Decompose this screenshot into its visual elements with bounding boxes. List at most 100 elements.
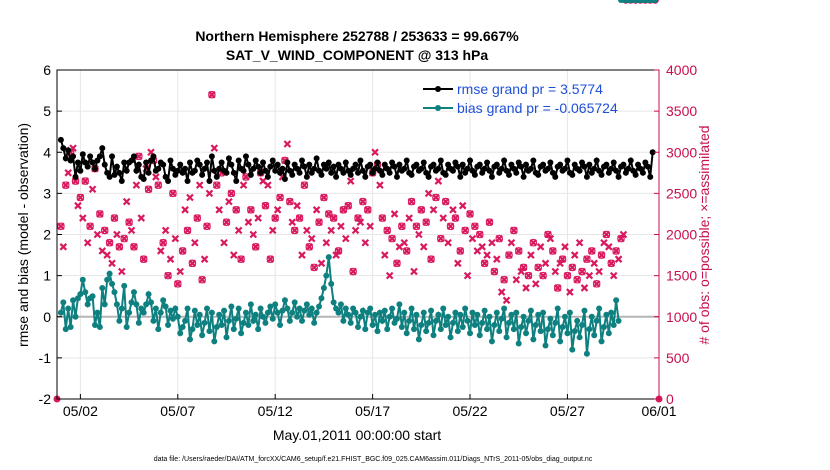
obs-assimilated-point	[466, 210, 474, 218]
obs-assimilated-point	[125, 218, 133, 226]
bias-point	[316, 303, 323, 310]
obs-assimilated-point	[244, 218, 253, 226]
obs-assimilated-point	[536, 243, 545, 251]
bias-point	[593, 317, 600, 324]
obs-possible-point	[529, 238, 538, 247]
bias-point	[432, 317, 439, 324]
bias-point	[204, 305, 211, 312]
obs-possible-point	[495, 234, 504, 243]
obs-assimilated-point	[74, 201, 82, 210]
bias-point	[564, 330, 571, 337]
obs-assimilated-point	[388, 234, 396, 243]
bias-point	[518, 324, 525, 331]
obs-assimilated-point	[417, 206, 426, 214]
obs-assimilated-point	[251, 243, 260, 251]
bias-point	[311, 319, 318, 326]
obs-assimilated-point	[359, 197, 367, 206]
bias-point	[208, 309, 215, 316]
chart-subtitle: SAT_V_WIND_COMPONENT @ 313 hPa	[226, 47, 489, 63]
obs-possible-point	[388, 234, 396, 243]
obs-assimilated-point	[371, 148, 379, 157]
obs-assimilated-point	[305, 243, 314, 251]
rmse-point	[328, 169, 335, 176]
obs-assimilated-point	[510, 226, 518, 235]
obs-possible-point	[295, 214, 304, 222]
obs-possible-point	[427, 255, 435, 263]
rmse-point	[260, 159, 267, 166]
bias-point	[228, 303, 235, 310]
obs-assimilated-point	[456, 247, 465, 255]
obs-possible-point	[446, 222, 455, 231]
rmse-point	[206, 178, 213, 185]
bias-point	[454, 328, 461, 335]
bias-point	[576, 334, 583, 341]
rmse-point	[540, 161, 547, 168]
bias-point	[267, 303, 274, 310]
rmse-point	[255, 163, 262, 170]
obs-assimilated-point	[86, 222, 94, 231]
bias-point	[169, 315, 176, 322]
bias-point	[318, 295, 325, 302]
bias-point	[345, 311, 352, 318]
obs-assimilated-point	[607, 259, 616, 268]
obs-possible-point	[130, 243, 138, 251]
bias-point	[389, 305, 396, 312]
obs-assimilated-point	[410, 267, 418, 276]
obs-assimilated-point	[322, 238, 331, 247]
rmse-point	[591, 165, 598, 172]
rmse-point	[362, 173, 369, 180]
rmse-point	[437, 157, 444, 164]
bias-point	[369, 321, 376, 328]
obs-assimilated-point	[539, 271, 547, 280]
rmse-point	[632, 171, 639, 178]
bias-point	[425, 319, 432, 326]
obs-possible-point	[188, 259, 197, 268]
obs-assimilated-point	[351, 226, 360, 235]
bias-point	[274, 309, 281, 316]
rmse-point	[425, 173, 432, 180]
obs-possible-point	[500, 275, 508, 284]
obs-assimilated-point	[178, 247, 187, 255]
bias-point	[552, 319, 559, 326]
bias-point	[143, 301, 150, 308]
rmse-point	[527, 165, 534, 172]
rmse-point	[218, 159, 225, 166]
obs-assimilated-point	[432, 193, 440, 202]
obs-assimilated-point	[354, 214, 362, 222]
obs-possible-point	[631, 0, 640, 4]
rmse-point	[135, 161, 142, 168]
rmse-point	[281, 175, 288, 182]
rmse-point	[262, 167, 269, 174]
rmse-point	[523, 161, 530, 168]
bias-point	[493, 309, 500, 316]
obs-assimilated-point	[300, 181, 309, 189]
bias-point	[603, 311, 610, 318]
obs-assimilated-point	[195, 181, 204, 189]
bias-point	[428, 307, 435, 314]
bias-point	[60, 299, 67, 306]
obs-assimilated-point	[307, 234, 316, 243]
rmse-point	[145, 169, 152, 176]
rmse-point	[250, 165, 257, 172]
obs-assimilated-point	[378, 214, 387, 222]
obs-assimilated-point	[444, 238, 452, 247]
bias-point	[145, 291, 152, 298]
bias-point	[82, 289, 89, 296]
obs-assimilated-point	[159, 238, 167, 247]
legend-rmse-label: rmse grand pr = 3.5774	[457, 81, 603, 97]
obs-possible-point	[305, 243, 314, 251]
bias-point	[491, 321, 498, 328]
bias-point	[323, 272, 330, 279]
bias-point	[403, 330, 410, 337]
obs-assimilated-point	[198, 275, 206, 284]
bias-point	[165, 321, 172, 328]
rmse-point	[177, 161, 184, 168]
rmse-point	[459, 161, 466, 168]
bias-point	[605, 330, 612, 337]
obs-possible-point	[96, 210, 104, 218]
rmse-point	[116, 169, 123, 176]
bias-point	[559, 324, 566, 331]
bias-point	[67, 324, 74, 331]
bias-point	[148, 299, 155, 306]
rmse-point	[301, 163, 308, 170]
